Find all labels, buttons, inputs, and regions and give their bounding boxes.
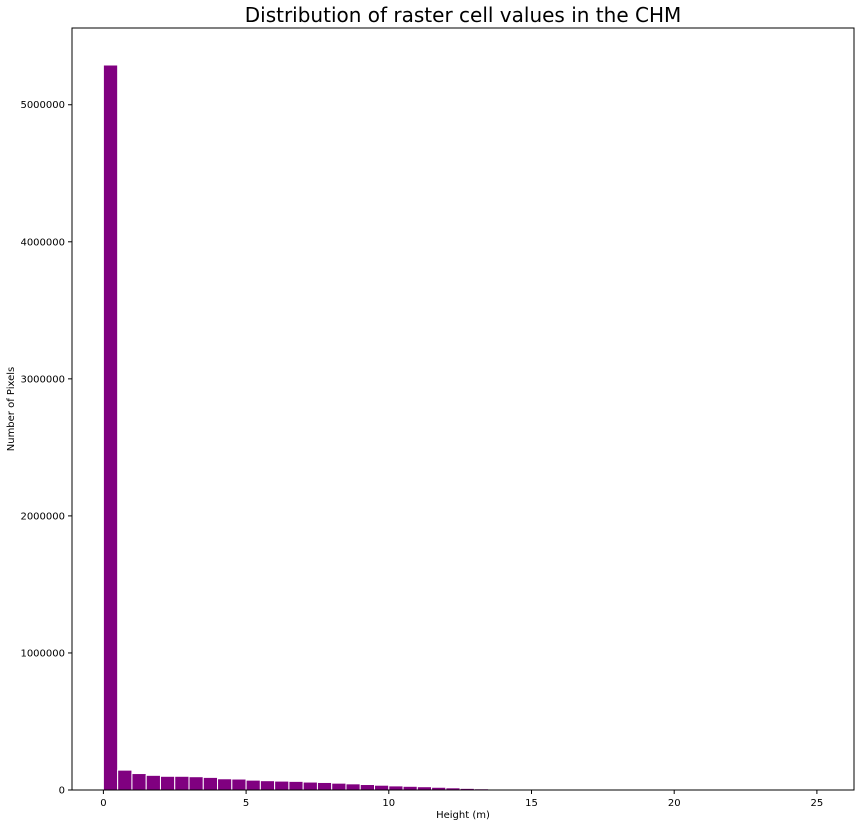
y-tick-label: 1000000 (20, 648, 65, 659)
x-tick-label: 0 (100, 798, 106, 809)
x-tick-label: 5 (243, 798, 249, 809)
histogram-bar (403, 786, 417, 790)
histogram-bar (103, 65, 117, 790)
histogram-bar (275, 781, 289, 790)
histogram-bar (260, 781, 274, 790)
histogram-bar (203, 777, 217, 790)
y-tick-label: 5000000 (20, 100, 65, 111)
histogram-bar (346, 784, 360, 790)
histogram-bar (303, 782, 317, 790)
histogram-bar (389, 786, 403, 790)
x-tick-label: 20 (668, 798, 681, 809)
histogram-bar (289, 781, 303, 790)
histogram-bar (375, 785, 389, 790)
histogram-bar (317, 782, 331, 790)
x-tick-label: 25 (811, 798, 824, 809)
y-tick-label: 4000000 (20, 237, 65, 248)
histogram-bar (132, 774, 146, 790)
histogram-bar (232, 779, 246, 790)
x-tick-label: 15 (525, 798, 538, 809)
histogram-bar (146, 775, 160, 790)
histogram-bar (160, 776, 174, 790)
histogram-bar (332, 783, 346, 790)
y-axis-label: Number of Pixels (6, 367, 17, 452)
y-tick-label: 2000000 (20, 511, 65, 522)
histogram-bar (246, 780, 260, 790)
x-axis-label: Height (m) (436, 810, 490, 821)
histogram-bar (360, 785, 374, 790)
histogram-bar (118, 770, 132, 790)
chart-title: Distribution of raster cell values in th… (245, 3, 682, 27)
y-tick-label: 3000000 (20, 374, 65, 385)
x-tick-label: 10 (382, 798, 395, 809)
histogram-bar (175, 776, 189, 790)
histogram-bar (218, 779, 232, 790)
histogram-bar (189, 777, 203, 790)
y-tick-label: 0 (59, 786, 65, 797)
